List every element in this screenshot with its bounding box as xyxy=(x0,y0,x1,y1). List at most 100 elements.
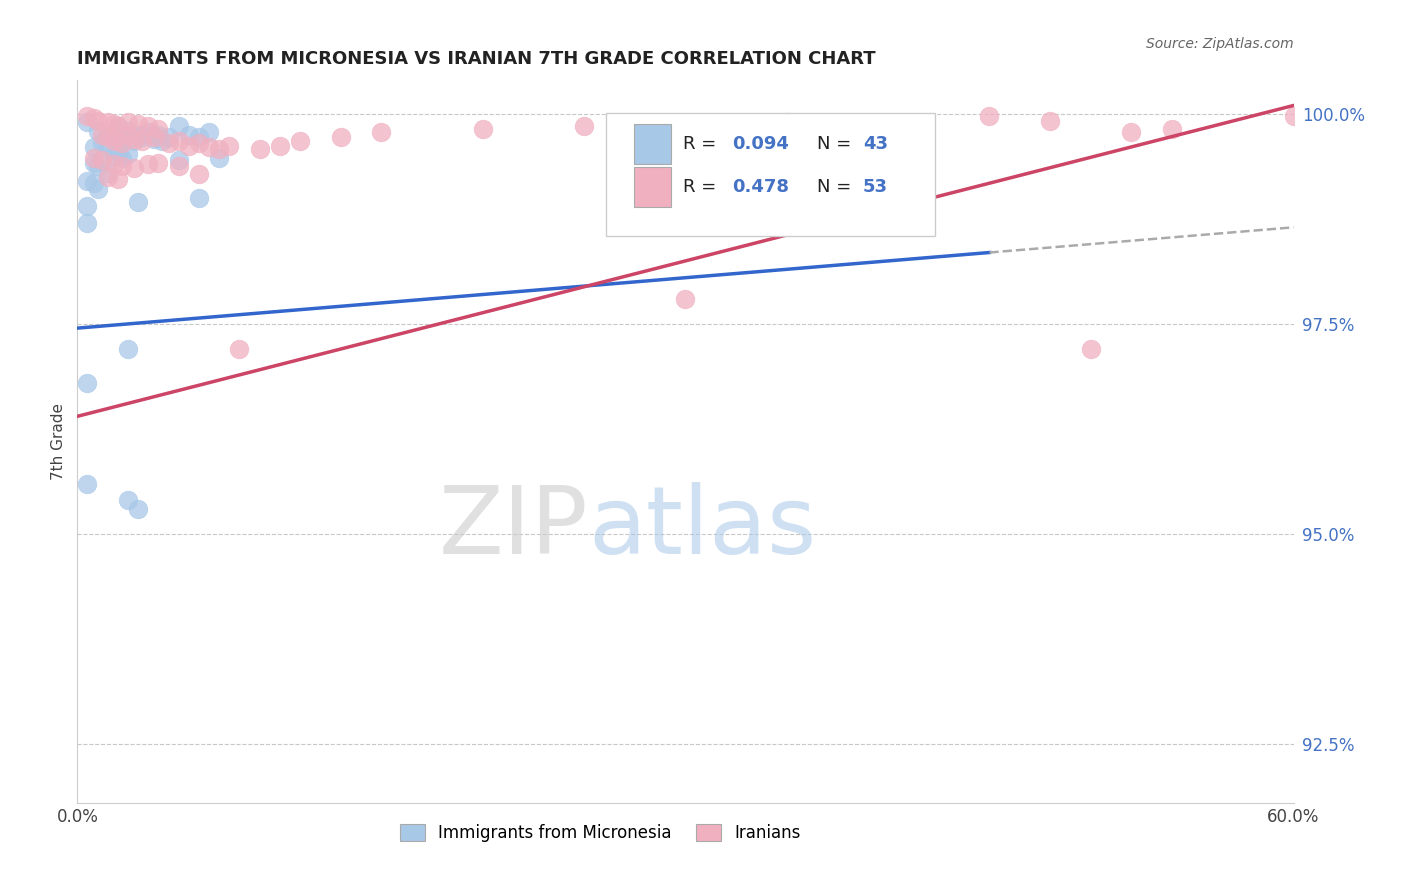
Point xyxy=(131,130,153,145)
Point xyxy=(76,199,98,213)
Point xyxy=(136,120,159,134)
Point xyxy=(1161,122,1184,136)
Point xyxy=(83,111,105,125)
FancyBboxPatch shape xyxy=(606,112,935,235)
Point xyxy=(86,159,108,173)
Point xyxy=(136,125,159,139)
Point xyxy=(90,136,112,151)
Point xyxy=(76,376,98,390)
Text: 0.094: 0.094 xyxy=(731,135,789,153)
Point xyxy=(111,159,134,173)
Point xyxy=(177,138,200,153)
Point xyxy=(111,151,134,165)
Point xyxy=(471,122,494,136)
Point xyxy=(143,130,166,145)
Text: N =: N = xyxy=(817,178,856,196)
Point xyxy=(103,134,125,148)
Point xyxy=(117,124,139,138)
Point xyxy=(76,115,98,129)
Point xyxy=(117,115,139,129)
Point xyxy=(97,130,120,145)
Point xyxy=(167,153,190,167)
Point xyxy=(76,216,98,230)
Point xyxy=(249,142,271,156)
Point xyxy=(148,155,170,169)
Point xyxy=(228,342,250,356)
Point xyxy=(148,122,170,136)
Text: Source: ZipAtlas.com: Source: ZipAtlas.com xyxy=(1146,37,1294,51)
Point xyxy=(131,134,153,148)
Point xyxy=(188,191,211,205)
Point xyxy=(675,292,697,306)
Point xyxy=(103,149,125,163)
Point xyxy=(136,157,159,171)
Point xyxy=(776,115,799,129)
FancyBboxPatch shape xyxy=(634,124,671,164)
Point xyxy=(117,342,139,356)
Point xyxy=(111,132,134,146)
Point xyxy=(97,115,120,129)
Point xyxy=(76,476,98,491)
Point xyxy=(198,140,221,154)
Point xyxy=(218,138,240,153)
Point xyxy=(157,136,180,151)
Point xyxy=(103,157,125,171)
Point xyxy=(83,155,105,169)
Point xyxy=(86,182,108,196)
Point xyxy=(1121,125,1143,139)
Point xyxy=(117,493,139,508)
Point xyxy=(83,151,105,165)
Text: 0.478: 0.478 xyxy=(731,178,789,196)
Point xyxy=(103,117,125,131)
Point xyxy=(103,130,125,145)
Point xyxy=(290,134,312,148)
Point xyxy=(329,130,352,145)
Point xyxy=(167,120,190,134)
Text: R =: R = xyxy=(683,135,723,153)
Point xyxy=(127,117,149,131)
Point xyxy=(97,128,120,142)
Point xyxy=(198,125,221,139)
Text: N =: N = xyxy=(817,135,856,153)
Point xyxy=(269,138,291,153)
Point xyxy=(107,145,129,159)
Point xyxy=(122,134,145,148)
Y-axis label: 7th Grade: 7th Grade xyxy=(51,403,66,480)
Point xyxy=(97,169,120,184)
Point xyxy=(148,128,170,142)
Point xyxy=(572,120,595,134)
Point xyxy=(127,501,149,516)
Point xyxy=(188,136,211,151)
Point xyxy=(86,113,108,128)
Point xyxy=(97,142,120,156)
Point xyxy=(1039,113,1062,128)
Point xyxy=(83,140,105,154)
Point xyxy=(97,166,120,180)
Point xyxy=(127,195,149,210)
Legend: Immigrants from Micronesia, Iranians: Immigrants from Micronesia, Iranians xyxy=(392,817,807,848)
FancyBboxPatch shape xyxy=(634,168,671,207)
Point xyxy=(107,120,129,134)
Point xyxy=(117,128,139,142)
Point xyxy=(122,161,145,176)
Point xyxy=(188,167,211,181)
Point xyxy=(979,109,1001,123)
Point xyxy=(83,176,105,190)
Point xyxy=(107,120,129,134)
Point xyxy=(167,159,190,173)
Point xyxy=(177,128,200,142)
Point xyxy=(188,130,211,145)
Point xyxy=(152,134,174,148)
Text: R =: R = xyxy=(683,178,723,196)
Text: ZIP: ZIP xyxy=(439,483,588,574)
Point xyxy=(107,172,129,186)
Point xyxy=(370,125,392,139)
Point xyxy=(86,124,108,138)
Text: atlas: atlas xyxy=(588,483,817,574)
Point xyxy=(111,136,134,151)
Point xyxy=(1080,342,1102,356)
Point xyxy=(157,130,180,145)
Point xyxy=(143,132,166,146)
Text: 53: 53 xyxy=(863,178,889,196)
Text: IMMIGRANTS FROM MICRONESIA VS IRANIAN 7TH GRADE CORRELATION CHART: IMMIGRANTS FROM MICRONESIA VS IRANIAN 7T… xyxy=(77,50,876,68)
